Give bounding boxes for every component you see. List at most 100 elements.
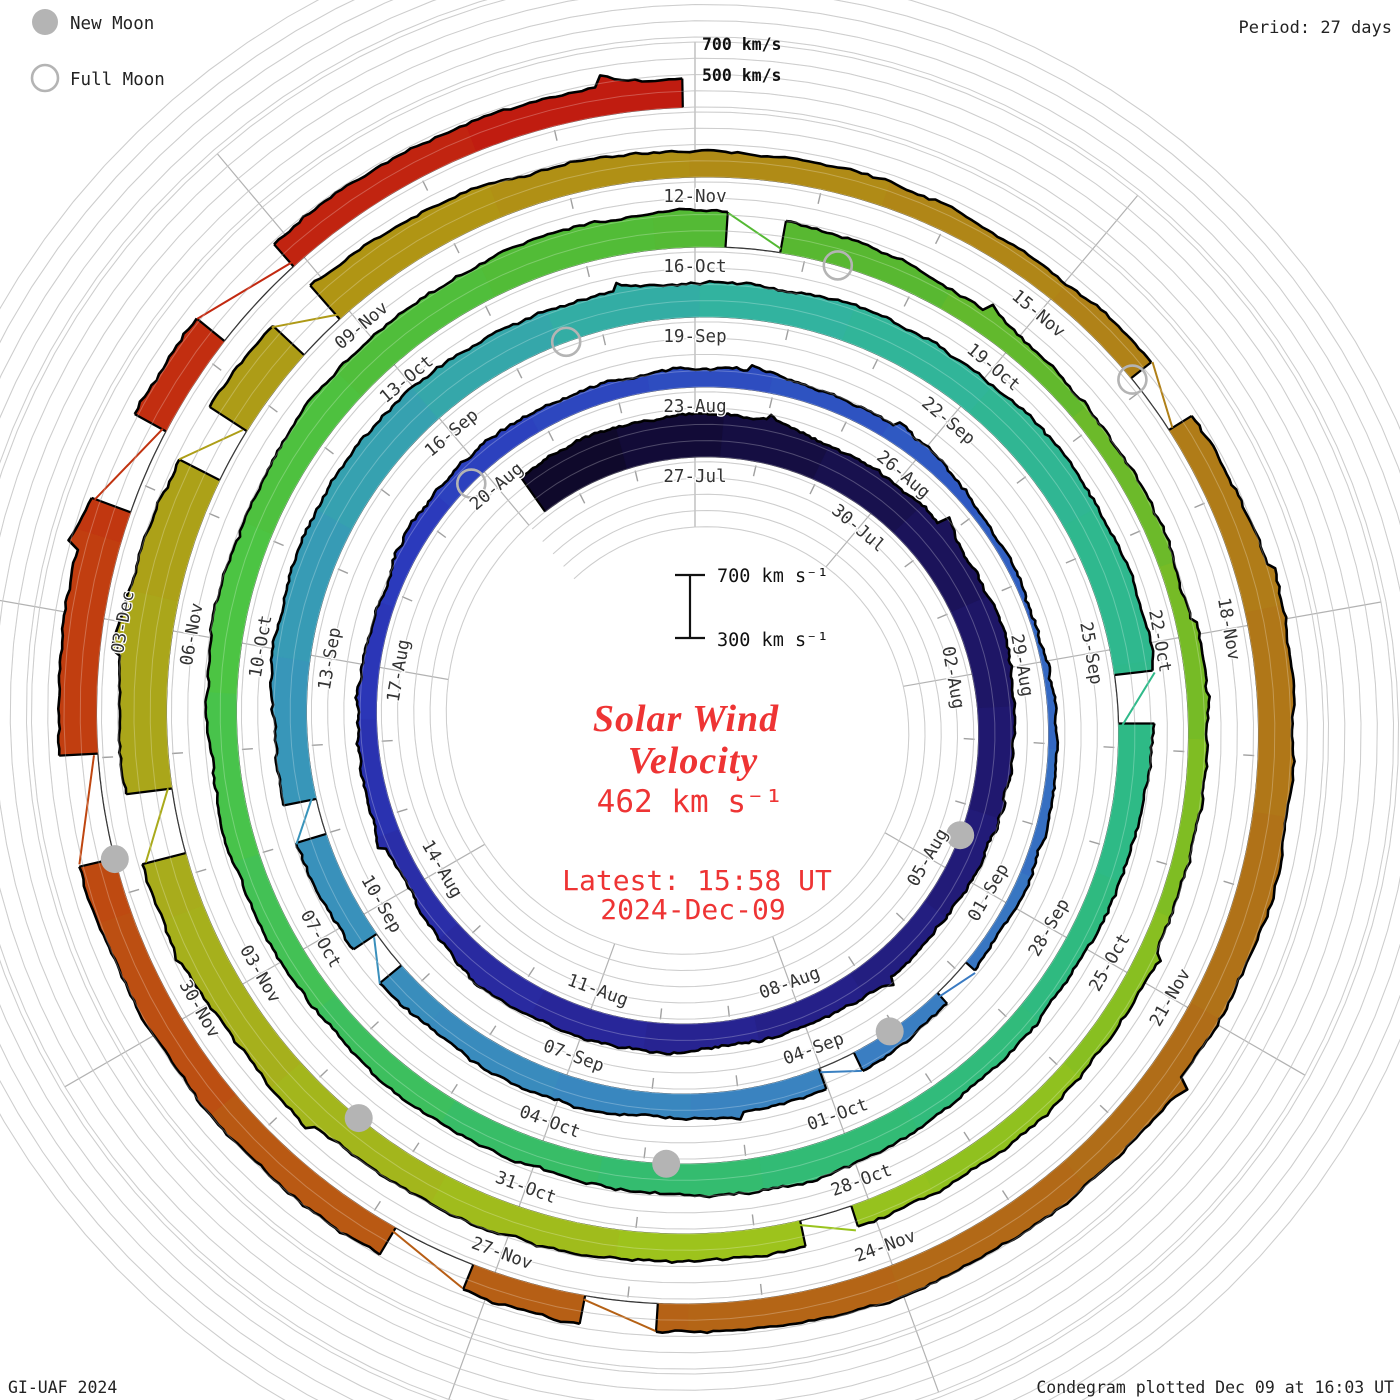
day-tick xyxy=(904,559,914,568)
day-tick xyxy=(102,756,114,759)
velocity-band-chunk xyxy=(379,492,451,608)
new-moon-label: New Moon xyxy=(70,14,154,34)
day-tick xyxy=(319,1069,329,1078)
new-moon-marker xyxy=(652,1149,681,1178)
moon-legend: New Moon Full Moon xyxy=(30,9,165,93)
velocity-scale-bar xyxy=(675,573,705,640)
velocity-trace xyxy=(273,74,683,246)
day-tick xyxy=(1156,860,1168,865)
velocity-band-chunk xyxy=(849,901,948,998)
day-tick xyxy=(1129,530,1141,536)
day-tick xyxy=(1022,820,1034,825)
scale-top-label: 700 km s⁻¹ xyxy=(717,566,828,587)
band-edge-cap xyxy=(309,284,341,320)
day-tick xyxy=(1001,1190,1010,1201)
day-tick xyxy=(727,1005,730,1017)
velocity-trace xyxy=(268,279,1155,806)
day-tick xyxy=(1033,742,1045,745)
gap-chord xyxy=(271,313,340,329)
velocity-trace xyxy=(208,324,274,408)
day-tick xyxy=(401,595,413,602)
current-velocity-value: 462 km s⁻¹ xyxy=(597,784,784,820)
day-tick xyxy=(1072,434,1083,443)
day-tick xyxy=(759,1283,763,1295)
day-tick xyxy=(960,518,971,526)
day-tick xyxy=(436,530,447,539)
new-moon-marker xyxy=(344,1104,373,1133)
day-tick xyxy=(396,808,408,813)
day-tick xyxy=(547,430,554,442)
date-label: 19-Sep xyxy=(663,327,726,347)
day-tick xyxy=(809,483,816,495)
band-edge-cap xyxy=(272,325,305,356)
gap-chord xyxy=(196,260,294,320)
day-tick xyxy=(195,868,207,874)
gap-chord xyxy=(373,937,381,984)
band-edge-cap xyxy=(852,1052,864,1072)
velocity-band-chunk xyxy=(465,75,684,152)
latest-date-label: 2024-Dec-09 xyxy=(600,893,785,926)
band-edge-cap xyxy=(379,964,402,985)
band-edge-cap xyxy=(134,413,167,433)
velocity-trace xyxy=(133,317,198,415)
band-edge-cap xyxy=(462,1264,475,1290)
scale-bottom-label: 300 km s⁻¹ xyxy=(717,630,828,651)
full-moon-marker xyxy=(550,326,582,358)
day-tick xyxy=(903,296,910,307)
day-tick xyxy=(651,1077,655,1089)
day-tick xyxy=(569,197,574,209)
day-tick xyxy=(450,1083,458,1094)
day-tick xyxy=(751,1214,755,1226)
velocity-trace xyxy=(294,842,355,951)
day-tick xyxy=(627,1286,630,1298)
day-tick xyxy=(643,1147,647,1159)
band-edge-cap xyxy=(965,961,976,972)
date-label: 25-Sep xyxy=(1075,620,1106,686)
gap-chord xyxy=(178,429,244,461)
day-tick xyxy=(743,1144,747,1156)
day-tick xyxy=(211,363,222,371)
day-tick xyxy=(527,967,535,977)
date-label: 03-Dec xyxy=(108,589,139,655)
band-edge-cap xyxy=(209,406,248,433)
day-tick xyxy=(241,748,253,751)
velocity-trace xyxy=(56,497,93,756)
day-tick xyxy=(1173,750,1185,753)
velocity-trace xyxy=(462,1288,580,1326)
band-edge-cap xyxy=(850,1205,859,1227)
day-tick xyxy=(1099,1104,1109,1114)
day-tick xyxy=(262,848,274,854)
velocity-trace xyxy=(110,458,181,795)
day-tick xyxy=(895,912,905,922)
day-tick xyxy=(484,305,492,317)
day-tick xyxy=(924,1073,933,1084)
day-tick xyxy=(602,334,607,346)
velocity-band-chunk xyxy=(437,922,545,1017)
velocity-trace xyxy=(785,219,1211,1228)
day-tick xyxy=(1048,1056,1058,1066)
day-tick xyxy=(1103,746,1115,749)
velocity-trace xyxy=(354,363,1060,1056)
day-tick xyxy=(1016,476,1027,484)
day-tick xyxy=(128,888,140,894)
day-tick xyxy=(422,180,429,191)
velocity-band-chunk xyxy=(968,706,1016,819)
day-tick xyxy=(840,421,847,432)
day-tick xyxy=(635,1216,638,1228)
velocity-band-chunk xyxy=(479,213,657,297)
velocity-band-chunk xyxy=(550,1072,692,1121)
band-edge-cap xyxy=(724,211,729,248)
date-label: 04-Sep xyxy=(781,1029,847,1069)
day-tick xyxy=(586,266,590,278)
day-tick xyxy=(311,744,323,746)
day-tick xyxy=(634,470,639,482)
day-tick xyxy=(659,1008,663,1020)
latest-time-label: Latest: 15:58 UT xyxy=(562,864,832,897)
velocity-trace xyxy=(862,1002,948,1073)
